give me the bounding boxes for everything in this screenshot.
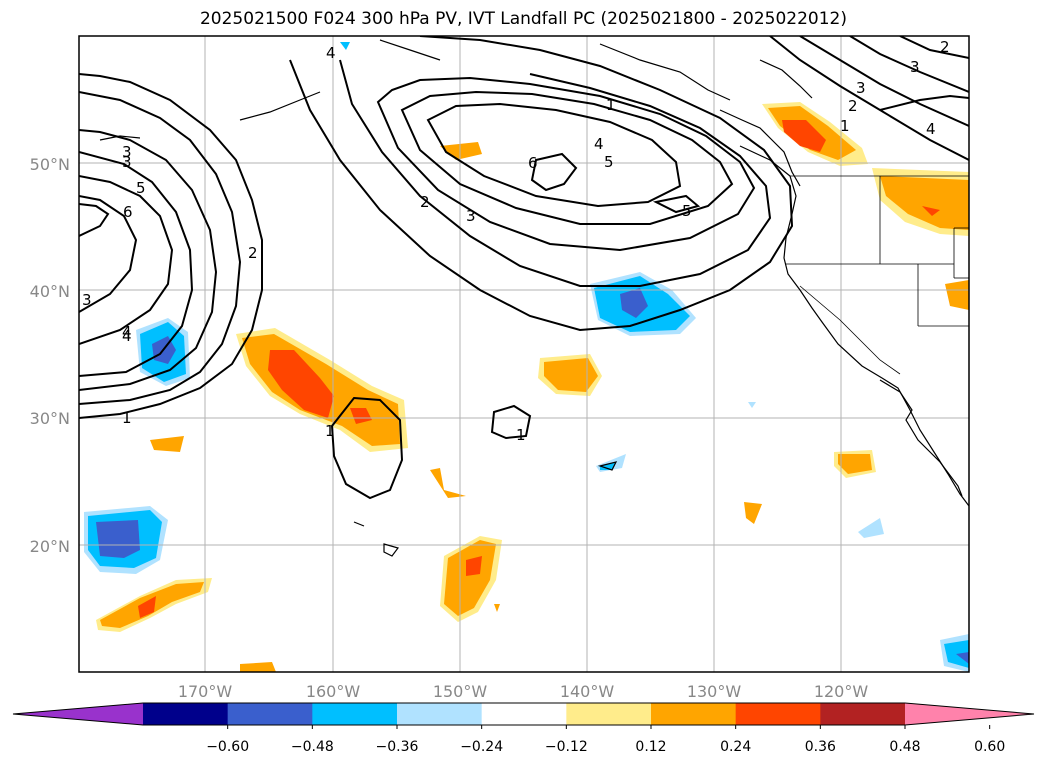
pv-contours bbox=[79, 36, 969, 500]
contour-label: 2 bbox=[248, 244, 258, 262]
colorbar-segment bbox=[312, 703, 398, 725]
lat-label: 40°N bbox=[30, 282, 70, 301]
colorbar-tick-labels: −0.60 −0.48 −0.36 −0.24 −0.12 0.12 0.24 0.36 0.4… bbox=[206, 725, 1005, 755]
contour-label: 1 bbox=[516, 426, 526, 444]
contour-label: 1 bbox=[606, 96, 616, 114]
lon-label: 150°W bbox=[433, 682, 488, 701]
contour-label: 2 bbox=[848, 97, 858, 115]
contour-label: 5 bbox=[604, 153, 614, 171]
map-title: 2025021500 F024 300 hPa PV, IVT Landfall… bbox=[199, 9, 847, 29]
colorbar-tick-label: 0.12 bbox=[635, 739, 666, 755]
colorbar-segment bbox=[820, 703, 906, 725]
lon-label: 130°W bbox=[687, 682, 742, 701]
colorbar-tick-label: 0.60 bbox=[974, 739, 1005, 755]
colorbar-segment bbox=[566, 703, 652, 725]
contour-label: 3 bbox=[82, 291, 92, 309]
state-borders bbox=[786, 175, 969, 375]
pv-contour-labels: 1 2 3 4 5 6 1 2 3 4 5 6 5 3 4 1 1 3 2 3 … bbox=[82, 38, 950, 444]
contour-label: 4 bbox=[926, 120, 936, 138]
coastlines bbox=[99, 39, 969, 557]
lat-label: 50°N bbox=[30, 155, 70, 174]
colorbar-extend-high bbox=[905, 703, 1034, 725]
contour-label: 3 bbox=[856, 79, 866, 97]
contour-label: 2 bbox=[420, 193, 430, 211]
colorbar-tick-label: 0.36 bbox=[805, 739, 836, 755]
lon-label: 170°W bbox=[178, 682, 233, 701]
colorbar-tick-label: −0.12 bbox=[545, 739, 588, 755]
contour-label: 3 bbox=[910, 58, 920, 76]
colorbar-tick-label: −0.48 bbox=[291, 739, 334, 755]
colorbar-extend-low bbox=[13, 703, 143, 725]
colorbar-segment bbox=[735, 703, 821, 725]
contour-label: 3 bbox=[122, 153, 132, 171]
contour-label: 4 bbox=[326, 44, 336, 62]
colorbar-tick-label: −0.24 bbox=[460, 739, 503, 755]
colorbar bbox=[12, 702, 1035, 726]
contour-label: 1 bbox=[840, 117, 850, 135]
contour-label: 2 bbox=[940, 38, 950, 56]
longitude-labels: 170°W 160°W 150°W 140°W 130°W 120°W bbox=[178, 682, 869, 701]
contour-label: 4 bbox=[122, 323, 132, 341]
contour-label: 5 bbox=[136, 179, 146, 197]
colorbar-segment bbox=[651, 703, 737, 725]
contour-label: 6 bbox=[528, 154, 538, 172]
colorbar-segment bbox=[397, 703, 483, 725]
colorbar-segment bbox=[481, 703, 567, 725]
contour-label: 3 bbox=[466, 207, 476, 225]
colorbar-segment bbox=[143, 703, 229, 725]
contour-label: 4 bbox=[594, 135, 604, 153]
map-frame bbox=[78, 35, 970, 673]
colorbar-tick-label: 0.48 bbox=[889, 739, 920, 755]
contour-label: 1 bbox=[325, 422, 335, 440]
colorbar-tick-label: −0.60 bbox=[206, 739, 249, 755]
latitude-labels: 20°N 30°N 40°N 50°N bbox=[30, 155, 70, 556]
colorbar-segment bbox=[227, 703, 313, 725]
ivt-shading bbox=[84, 42, 969, 672]
lon-label: 120°W bbox=[814, 682, 869, 701]
lon-label: 140°W bbox=[560, 682, 615, 701]
lon-label: 160°W bbox=[306, 682, 361, 701]
lat-label: 30°N bbox=[30, 409, 70, 428]
colorbar-tick-label: 0.24 bbox=[720, 739, 751, 755]
colorbar-outline bbox=[12, 702, 1035, 726]
contour-label: 1 bbox=[122, 409, 132, 427]
lat-label: 20°N bbox=[30, 537, 70, 556]
colorbar-tick-label: −0.36 bbox=[376, 739, 419, 755]
contour-label: 4 bbox=[122, 327, 132, 345]
contour-label: 5 bbox=[682, 202, 692, 220]
contour-label: 6 bbox=[123, 203, 133, 221]
contour-label: 3 bbox=[122, 143, 132, 161]
